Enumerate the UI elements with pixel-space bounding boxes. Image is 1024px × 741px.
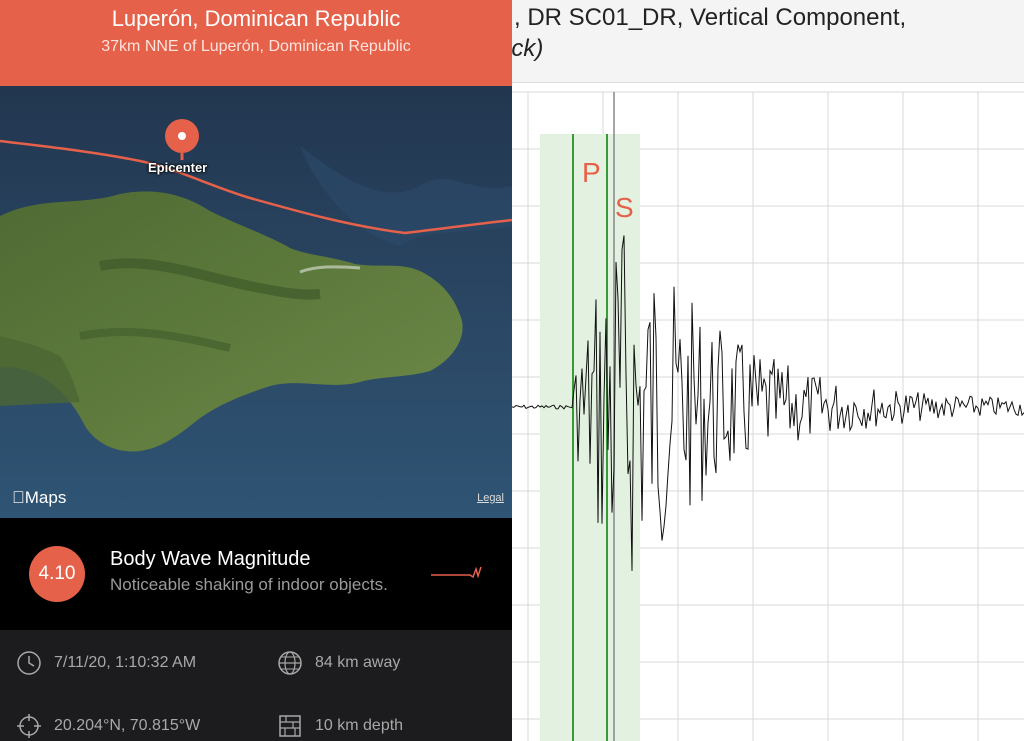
depth-layers-icon [279,715,301,737]
seismogram-plot: P S [512,91,1024,741]
globe-icon [278,651,302,675]
location-header: Luperón, Dominican Republic 37km NNE of … [0,0,512,86]
info-depth: 10 km depth [277,713,403,739]
location-subtitle: 37km NNE of Luperón, Dominican Republic [101,38,411,55]
info-distance: 84 km away [277,650,400,676]
info-panel: 7/11/20, 1:10:32 AM 84 km away 20.204°N,… [0,630,512,741]
magnitude-badge: 4.10 [29,546,85,602]
time-text: 7/11/20, 1:10:32 AM [54,654,197,671]
legal-link[interactable]: Legal [477,492,504,504]
s-phase-label: S [615,192,634,223]
epicenter-label: Epicenter [148,160,208,175]
seismogram-title-line1: , DR SC01_DR, Vertical Component, [514,4,907,31]
waveform-sparkline-icon [431,566,482,579]
info-time: 7/11/20, 1:10:32 AM [16,650,196,676]
earthquake-detail-panel: Luperón, Dominican Republic 37km NNE of … [0,0,512,741]
satellite-map-image [0,86,512,518]
depth-text: 10 km depth [315,717,404,734]
seismogram-trace [512,235,1024,571]
apple-logo-icon:  [12,488,25,507]
location-title: Luperón, Dominican Republic [111,6,401,31]
seismogram-title: , DR SC01_DR, Vertical Component, ick) [512,0,1024,83]
distance-text: 84 km away [315,654,401,671]
p-phase-label: P [582,157,601,188]
epicenter-map[interactable] [0,86,512,518]
magnitude-type: Body Wave Magnitude [110,548,311,570]
magnitude-panel: 4.10 Body Wave Magnitude Noticeable shak… [0,518,512,630]
info-coordinates: 20.204°N, 70.815°W [16,713,200,739]
seismogram-panel: , DR SC01_DR, Vertical Component, ick) P… [512,0,1024,741]
coordinates-text: 20.204°N, 70.815°W [54,717,201,734]
epicenter-pin-icon [165,119,199,160]
seismogram-title-line2: ick) [512,35,544,62]
maps-attribution: Maps [12,488,66,507]
crosshair-icon [17,714,41,738]
magnitude-description: Noticeable shaking of indoor objects. [110,575,388,594]
clock-icon [17,651,41,675]
